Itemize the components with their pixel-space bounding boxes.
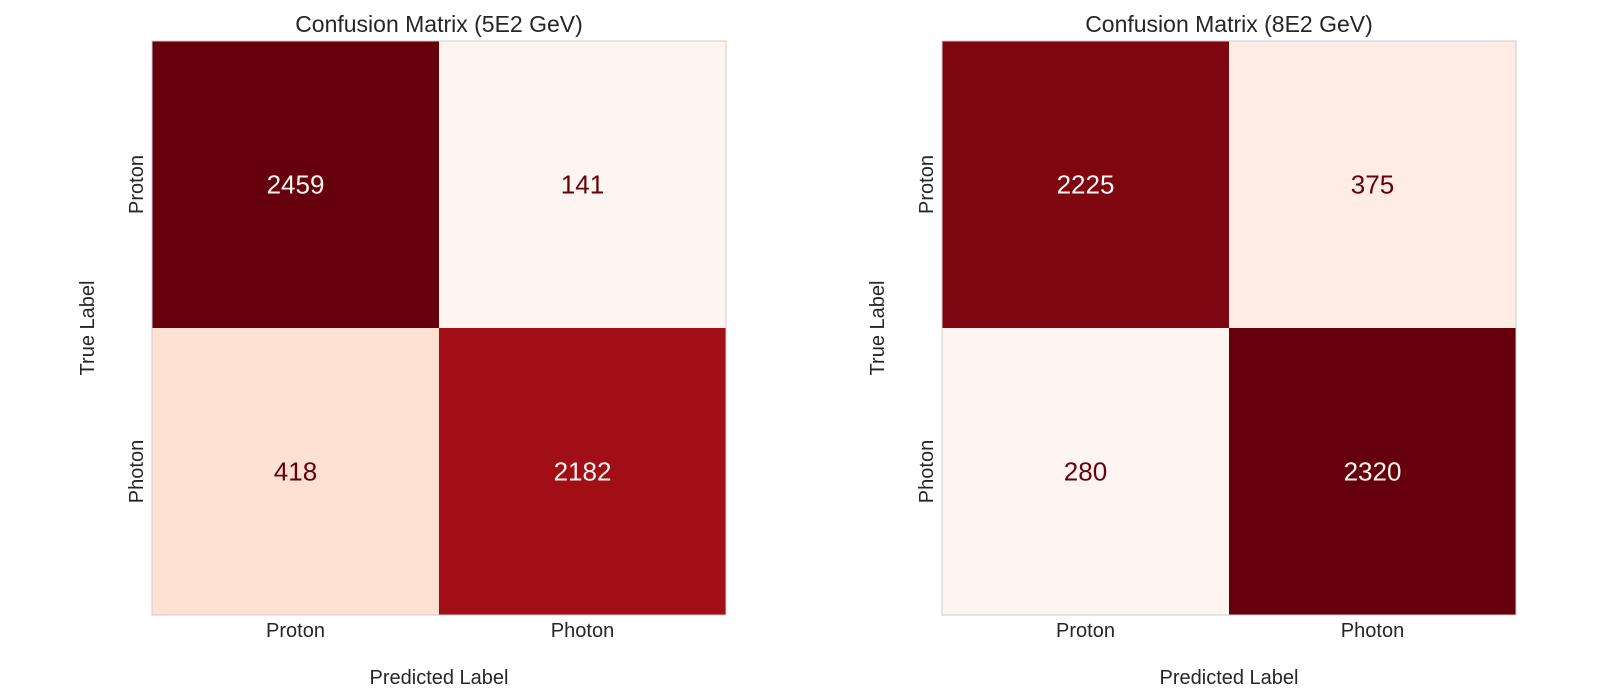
y-axis-label: True Label xyxy=(867,281,889,376)
cell-value-label: 2182 xyxy=(554,457,612,487)
heatmap-cell xyxy=(152,328,439,615)
confusion-matrix-panel-5e2: Confusion Matrix (5E2 GeV) 2459 141 418 218… xyxy=(77,11,727,689)
heatmap-cell xyxy=(942,41,1229,328)
heatmap-cell xyxy=(439,328,726,615)
cell-value-label: 2225 xyxy=(1057,170,1115,200)
x-tick-label-proton: Proton xyxy=(266,620,325,642)
x-axis-label: Predicted Label xyxy=(1160,667,1299,689)
y-tick-label-proton: Proton xyxy=(126,155,148,214)
heatmap-cell xyxy=(1229,41,1516,328)
plot-frame xyxy=(941,40,1517,616)
x-tick-label-photon: Photon xyxy=(1341,620,1404,642)
y-axis-label: True Label xyxy=(77,281,99,376)
heatmap-cell xyxy=(439,41,726,328)
y-tick-label-photon: Photon xyxy=(916,440,938,503)
heatmap-cell xyxy=(152,41,439,328)
cell-value-label: 141 xyxy=(561,170,604,200)
panel-title: Confusion Matrix (8E2 GeV) xyxy=(1085,11,1373,37)
heatmap-cells: 2225 375 280 2320 xyxy=(942,41,1516,615)
cell-value-label: 2320 xyxy=(1344,457,1402,487)
x-tick-label-proton: Proton xyxy=(1056,620,1115,642)
cell-value-label: 2459 xyxy=(267,170,325,200)
cell-value-label: 375 xyxy=(1351,170,1394,200)
heatmap-cell xyxy=(942,328,1229,615)
confusion-matrix-panel-8e2: Confusion Matrix (8E2 GeV) 2225 375 280 232… xyxy=(867,11,1517,689)
y-tick-label-photon: Photon xyxy=(126,440,148,503)
y-tick-label-proton: Proton xyxy=(916,155,938,214)
cell-value-label: 418 xyxy=(274,457,317,487)
cell-value-label: 280 xyxy=(1064,457,1107,487)
plot-frame xyxy=(151,40,727,616)
x-axis-label: Predicted Label xyxy=(370,667,509,689)
heatmap-cells: 2459 141 418 2182 xyxy=(152,41,726,615)
x-tick-label-photon: Photon xyxy=(551,620,614,642)
panel-title: Confusion Matrix (5E2 GeV) xyxy=(295,11,583,37)
heatmap-cell xyxy=(1229,328,1516,615)
